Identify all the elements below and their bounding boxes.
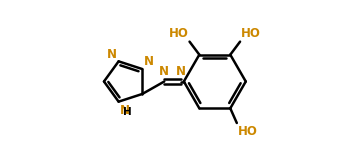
Text: N: N	[107, 48, 116, 60]
Text: HO: HO	[241, 27, 261, 40]
Text: H: H	[124, 107, 132, 117]
Text: N: N	[119, 104, 130, 117]
Text: N: N	[175, 65, 186, 78]
Text: N: N	[144, 55, 154, 68]
Text: HO: HO	[238, 125, 257, 138]
Text: HO: HO	[169, 27, 189, 40]
Text: N: N	[159, 65, 169, 78]
